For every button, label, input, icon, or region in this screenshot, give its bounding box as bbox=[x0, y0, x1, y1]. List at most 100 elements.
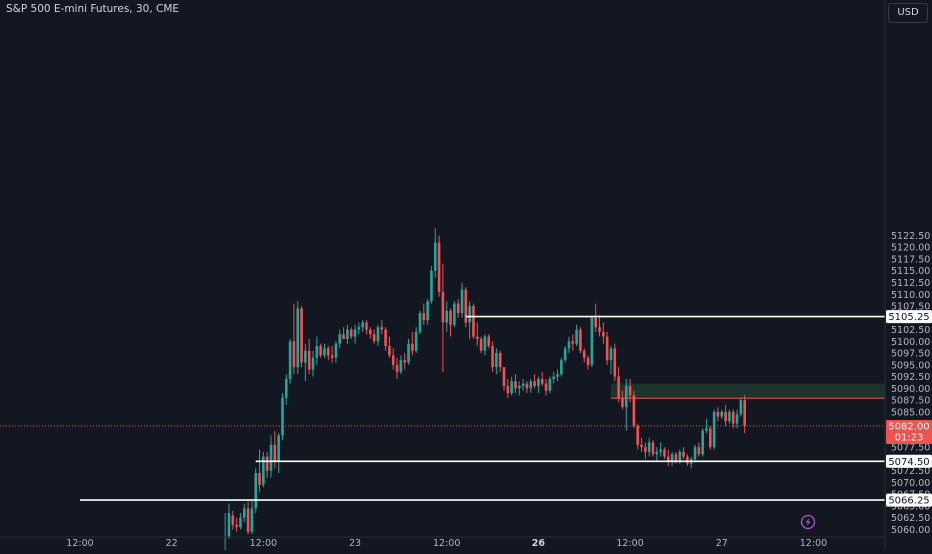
candle bbox=[586, 355, 590, 370]
candle-body bbox=[281, 397, 284, 436]
candle-body bbox=[250, 508, 254, 532]
candle-body bbox=[743, 400, 746, 426]
candle bbox=[605, 331, 609, 365]
candle bbox=[617, 367, 620, 403]
candle bbox=[636, 423, 640, 450]
candle bbox=[514, 374, 517, 394]
y-tick-label: 5097.50 bbox=[891, 349, 930, 360]
candle bbox=[510, 376, 513, 396]
candle bbox=[227, 503, 231, 539]
candle bbox=[357, 322, 361, 335]
candle-body bbox=[686, 456, 689, 464]
level-tag-text: 5105.25 bbox=[888, 312, 929, 323]
candle-body bbox=[311, 357, 315, 370]
candle bbox=[739, 397, 743, 417]
candle bbox=[426, 298, 429, 325]
lightning-icon[interactable] bbox=[800, 514, 816, 530]
candle-body bbox=[609, 348, 613, 361]
candle bbox=[388, 336, 391, 358]
candle-body bbox=[357, 327, 361, 330]
candle bbox=[342, 327, 345, 339]
candle bbox=[445, 301, 449, 332]
y-tick-label: 5070.00 bbox=[891, 478, 930, 489]
candle bbox=[284, 374, 288, 405]
candle-body bbox=[262, 456, 265, 485]
candle bbox=[728, 409, 731, 424]
candle-body bbox=[376, 327, 380, 342]
candle-body bbox=[384, 329, 387, 347]
candle bbox=[716, 407, 720, 422]
y-tick-label: 5077.50 bbox=[891, 443, 930, 454]
candle-body bbox=[647, 442, 651, 452]
candle-body bbox=[403, 360, 406, 363]
candle-body bbox=[307, 350, 311, 370]
candle-body bbox=[265, 456, 269, 471]
candle-body bbox=[300, 308, 303, 363]
candle-body bbox=[334, 343, 338, 358]
candle bbox=[384, 327, 387, 351]
candle-body bbox=[632, 395, 636, 426]
candle-body bbox=[468, 306, 471, 323]
x-tick-label: 12:00 bbox=[800, 538, 827, 549]
y-tick-label: 5092.50 bbox=[891, 372, 930, 383]
candle-body bbox=[269, 444, 273, 471]
candle bbox=[288, 338, 292, 384]
candle-body bbox=[483, 336, 487, 351]
candle bbox=[464, 287, 468, 328]
candle bbox=[705, 418, 708, 434]
candles-layer bbox=[223, 228, 746, 551]
supply-zone[interactable] bbox=[610, 383, 885, 399]
level-tag-text: 5066.25 bbox=[888, 496, 929, 507]
candle-body bbox=[525, 383, 529, 389]
candle bbox=[418, 310, 422, 335]
candle bbox=[338, 329, 342, 349]
x-tick-label: 23 bbox=[349, 538, 361, 549]
x-tick-label: 26 bbox=[532, 538, 546, 549]
candle-body bbox=[731, 411, 735, 424]
candle bbox=[246, 501, 250, 535]
candle bbox=[327, 346, 330, 361]
candle-body bbox=[487, 336, 491, 347]
candle-body bbox=[399, 360, 403, 372]
candle bbox=[231, 510, 235, 530]
candle-body bbox=[670, 454, 674, 462]
candle-body bbox=[372, 334, 376, 342]
candle bbox=[655, 447, 659, 462]
candle bbox=[223, 513, 227, 551]
time-axis: 12:00 22 12:00 23 12:00 26 12:00 27 12:00 bbox=[0, 536, 885, 549]
candle bbox=[609, 346, 613, 375]
candle bbox=[548, 376, 552, 394]
candle-body bbox=[433, 242, 437, 271]
candle-body bbox=[659, 449, 662, 452]
level-tag-bg bbox=[886, 310, 932, 324]
y-tick-label: 5112.50 bbox=[891, 278, 930, 289]
candle-body bbox=[479, 338, 483, 351]
candle-body bbox=[510, 381, 513, 394]
candle bbox=[479, 336, 483, 354]
candle-body bbox=[506, 385, 510, 394]
candle-body bbox=[628, 385, 632, 396]
candle bbox=[380, 320, 384, 335]
candle-body bbox=[437, 242, 441, 292]
candle bbox=[602, 322, 605, 344]
candle-body bbox=[361, 322, 364, 328]
candle bbox=[712, 409, 716, 450]
y-tick-label: 5085.00 bbox=[891, 407, 930, 418]
y-tick-label: 5117.50 bbox=[891, 254, 930, 265]
candle bbox=[250, 501, 254, 535]
candle bbox=[624, 378, 628, 431]
currency-button[interactable]: USD bbox=[888, 3, 928, 23]
candle bbox=[693, 444, 697, 462]
candle bbox=[563, 346, 567, 363]
candle bbox=[598, 315, 601, 337]
level-tag-text: 5074.50 bbox=[888, 457, 929, 468]
candle-body bbox=[644, 447, 647, 452]
candle bbox=[521, 378, 525, 391]
candle-body bbox=[544, 383, 548, 391]
candle-body bbox=[567, 341, 571, 349]
candle bbox=[682, 447, 685, 459]
y-tick-label: 5100.00 bbox=[891, 337, 930, 348]
candle bbox=[311, 350, 315, 377]
